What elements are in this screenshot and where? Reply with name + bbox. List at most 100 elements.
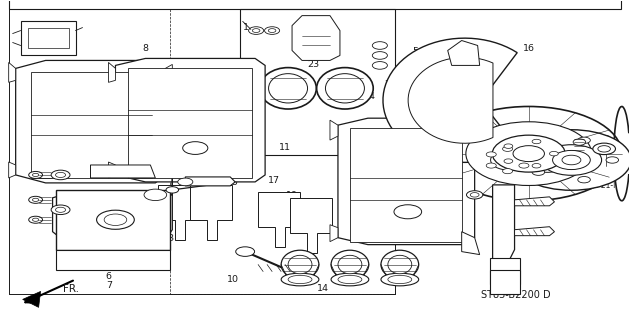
Text: 23: 23: [307, 60, 320, 69]
Text: 18: 18: [141, 173, 153, 182]
Circle shape: [249, 27, 264, 34]
Circle shape: [178, 178, 193, 186]
Ellipse shape: [326, 74, 364, 103]
Polygon shape: [31, 72, 152, 178]
Text: 22: 22: [598, 135, 610, 144]
Circle shape: [578, 137, 590, 143]
Text: 2: 2: [43, 144, 49, 153]
Polygon shape: [493, 185, 515, 265]
Polygon shape: [515, 227, 554, 236]
Circle shape: [29, 196, 43, 203]
Ellipse shape: [331, 273, 369, 286]
Circle shape: [486, 152, 496, 157]
Ellipse shape: [331, 250, 369, 279]
Polygon shape: [462, 232, 479, 255]
Circle shape: [253, 29, 260, 32]
Text: B-21: B-21: [595, 172, 613, 180]
Ellipse shape: [381, 273, 419, 286]
Circle shape: [504, 159, 513, 163]
Circle shape: [513, 146, 544, 162]
Text: ST83-B2200 D: ST83-B2200 D: [481, 291, 551, 300]
Circle shape: [562, 155, 581, 165]
Circle shape: [144, 189, 167, 201]
Circle shape: [532, 169, 545, 175]
Ellipse shape: [522, 147, 573, 177]
Ellipse shape: [288, 255, 312, 274]
Polygon shape: [330, 120, 338, 140]
Polygon shape: [448, 41, 479, 65]
Circle shape: [486, 163, 496, 168]
Text: 13: 13: [163, 234, 175, 243]
Text: 8: 8: [142, 44, 148, 53]
Polygon shape: [258, 192, 300, 247]
Polygon shape: [330, 225, 338, 242]
Circle shape: [519, 163, 529, 168]
Circle shape: [492, 135, 565, 172]
Ellipse shape: [268, 74, 307, 103]
Text: 24: 24: [163, 132, 175, 140]
Circle shape: [532, 164, 541, 168]
Text: B-21-I: B-21-I: [593, 181, 616, 190]
Polygon shape: [490, 258, 520, 284]
Text: 11: 11: [69, 79, 81, 88]
Polygon shape: [23, 292, 40, 307]
Polygon shape: [338, 118, 474, 244]
Circle shape: [606, 157, 619, 163]
Circle shape: [268, 29, 276, 32]
Circle shape: [33, 218, 39, 221]
Circle shape: [29, 216, 43, 223]
Polygon shape: [9, 162, 16, 178]
Polygon shape: [52, 142, 185, 240]
Polygon shape: [21, 20, 76, 55]
Circle shape: [236, 247, 255, 256]
Text: 12: 12: [416, 202, 428, 211]
Polygon shape: [185, 177, 235, 186]
Polygon shape: [55, 250, 170, 269]
Circle shape: [598, 146, 610, 152]
Polygon shape: [515, 197, 554, 206]
Polygon shape: [115, 59, 265, 182]
Circle shape: [541, 145, 602, 175]
Polygon shape: [490, 269, 520, 294]
Text: 10: 10: [227, 275, 239, 284]
Circle shape: [265, 27, 280, 34]
Circle shape: [436, 107, 622, 201]
Circle shape: [183, 142, 208, 155]
Circle shape: [51, 205, 70, 215]
Polygon shape: [383, 38, 517, 162]
Ellipse shape: [338, 255, 362, 274]
Polygon shape: [158, 185, 200, 240]
Polygon shape: [290, 198, 332, 252]
Circle shape: [372, 42, 387, 49]
Polygon shape: [165, 64, 173, 84]
Ellipse shape: [281, 250, 319, 279]
Circle shape: [578, 177, 590, 183]
Polygon shape: [28, 28, 69, 49]
Circle shape: [29, 172, 43, 179]
Circle shape: [96, 210, 134, 229]
Polygon shape: [91, 165, 156, 178]
Ellipse shape: [388, 255, 412, 274]
Ellipse shape: [530, 152, 564, 172]
Text: 16: 16: [523, 44, 535, 53]
Ellipse shape: [281, 273, 319, 286]
Circle shape: [104, 214, 127, 226]
Circle shape: [33, 173, 39, 177]
Text: 3: 3: [30, 154, 37, 163]
Circle shape: [166, 187, 178, 193]
Circle shape: [33, 198, 39, 201]
Text: 25: 25: [180, 143, 192, 152]
Circle shape: [503, 146, 513, 151]
Text: 5: 5: [413, 47, 418, 56]
Text: 9: 9: [413, 190, 418, 200]
Circle shape: [51, 170, 70, 180]
Circle shape: [55, 172, 66, 178]
Polygon shape: [55, 190, 170, 250]
Ellipse shape: [491, 150, 525, 170]
Text: 15: 15: [51, 127, 63, 136]
Text: 21: 21: [384, 80, 396, 89]
Polygon shape: [292, 16, 340, 60]
Polygon shape: [129, 68, 252, 178]
Polygon shape: [9, 62, 16, 82]
Ellipse shape: [500, 155, 515, 165]
